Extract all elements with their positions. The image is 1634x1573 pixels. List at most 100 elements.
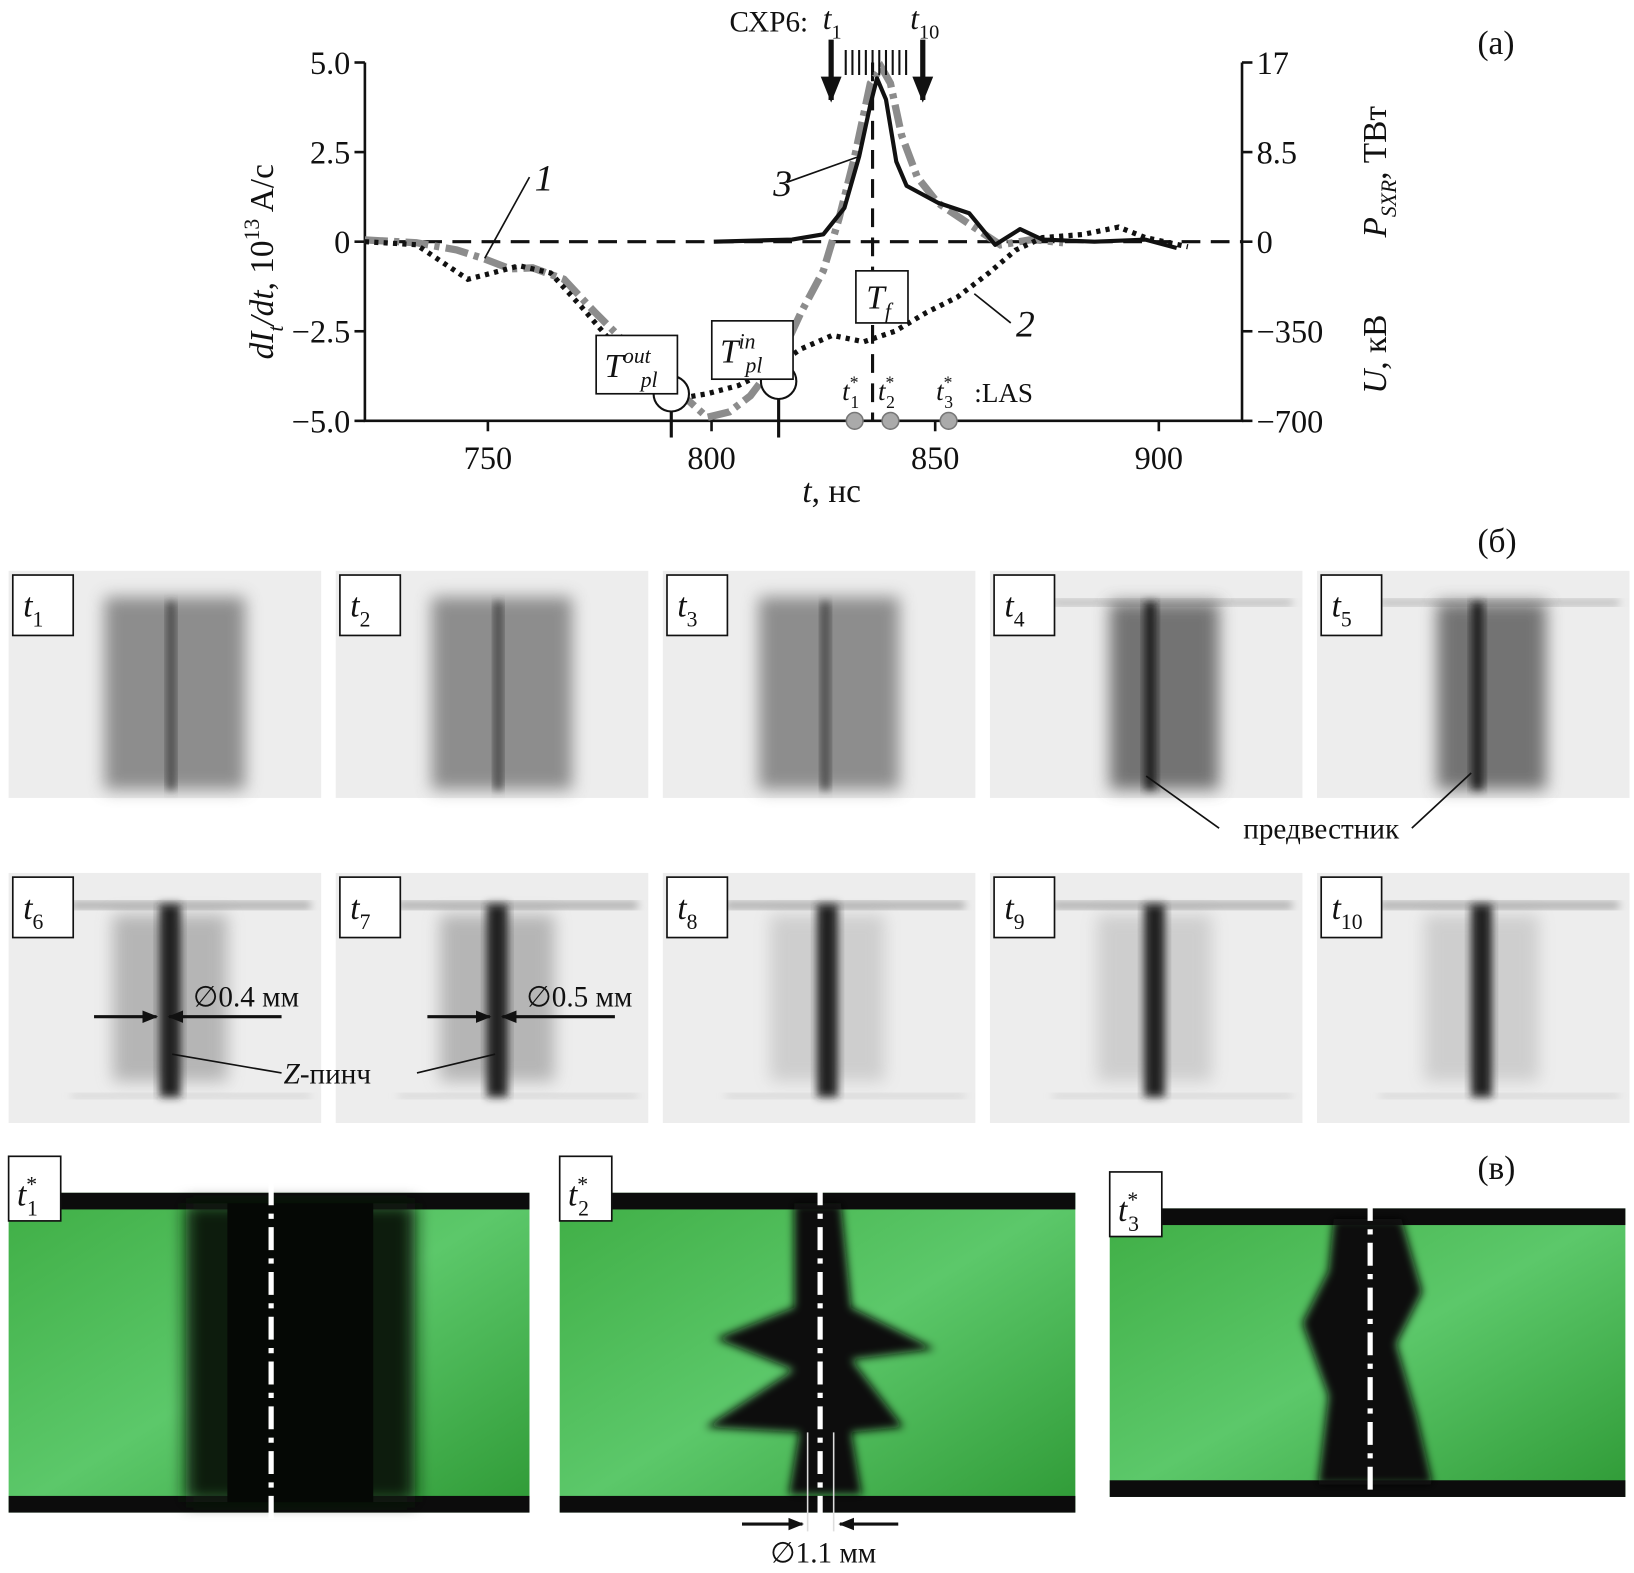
photo-pinch <box>486 904 508 1097</box>
text-run: 3 <box>1128 1212 1139 1236</box>
frame-label-box <box>993 574 1056 637</box>
photo-pinch <box>1144 904 1165 1097</box>
text-run: t <box>802 473 812 510</box>
y-tick-label: −5.0 <box>292 403 351 439</box>
photo-line <box>71 902 311 909</box>
text-run: t <box>23 890 33 927</box>
y2-tick-label: −700 <box>1257 403 1324 439</box>
text-run: t <box>842 376 851 406</box>
las-label: t* 2 <box>878 373 895 413</box>
y2-tick-label: 8.5 <box>1257 135 1297 171</box>
frame-label-box <box>666 574 729 637</box>
text-run: T <box>604 348 625 385</box>
photo-plasma-line <box>166 602 176 790</box>
t-pl-label: Tout pl <box>604 344 657 392</box>
t-pl-box <box>710 320 794 381</box>
text-run: t <box>677 890 687 927</box>
text-run: f <box>885 299 894 323</box>
diameter-label: ∅1.1 мм <box>770 1538 876 1570</box>
y-tick-label: 0 <box>334 224 350 260</box>
text-run: A/c <box>244 164 281 219</box>
text-run: 3 <box>687 608 698 632</box>
frame-label: t1 <box>23 588 43 632</box>
t-f-box <box>855 270 909 324</box>
photo-line <box>71 1093 311 1098</box>
frame-label: t3 <box>677 588 697 632</box>
frame-label: t4 <box>1005 588 1025 632</box>
text-run: 2 <box>886 392 895 412</box>
text-run: * <box>944 373 953 393</box>
text-run: 3 <box>944 392 953 412</box>
frame-label: t6 <box>23 890 43 934</box>
panel-label: (б) <box>1477 523 1516 560</box>
text-run: t <box>264 325 288 332</box>
photo-line <box>1379 1093 1620 1098</box>
curve-label: 2 <box>1016 304 1035 345</box>
text-run: /dt <box>244 290 281 328</box>
text-run: t <box>1118 1192 1128 1229</box>
frame-label-box <box>1108 1171 1163 1238</box>
text-run: , кВ <box>1357 315 1394 370</box>
photo-line <box>1379 902 1620 909</box>
frame-label-box <box>1320 574 1383 637</box>
series-line <box>713 76 1178 251</box>
las-marker <box>881 411 900 430</box>
photo-line <box>398 902 638 909</box>
text-run: 10 <box>919 22 939 44</box>
x-axis-label: t, нс <box>802 473 861 510</box>
text-run: 1 <box>831 22 841 44</box>
text-run: * <box>885 373 894 393</box>
photo-plasma-line <box>821 602 830 790</box>
frame-label-box <box>11 574 75 637</box>
y-tick-label: −2.5 <box>292 314 351 350</box>
text-run: t <box>910 1 920 36</box>
text-run: t <box>350 588 360 625</box>
frame-label: t* 1 <box>17 1172 38 1220</box>
text-run: dI <box>244 330 281 360</box>
text-run: t <box>568 1176 578 1213</box>
frame-label-box <box>993 876 1056 939</box>
text-run: t <box>878 376 887 406</box>
x-tick-label: 900 <box>1135 440 1183 476</box>
frame-label: t5 <box>1332 588 1352 632</box>
x-tick-label: 800 <box>687 440 735 476</box>
frame-label-box <box>1320 876 1383 939</box>
curve-label-leader <box>786 155 860 184</box>
precursor-label: предвестник <box>1243 814 1400 846</box>
cxr6-last: t10 <box>910 1 939 43</box>
y2-tick-label: 0 <box>1257 224 1273 260</box>
text-run: * <box>1127 1188 1138 1212</box>
text-run: pl <box>639 368 658 392</box>
y-axis-label: dIt/dt, 1013 A/c <box>240 164 288 359</box>
text-run: t <box>1332 588 1342 625</box>
text-run: 2 <box>360 608 371 632</box>
y2-tick-label: 17 <box>1257 45 1289 81</box>
text-run: pl <box>744 354 763 378</box>
frame-label-box <box>7 1155 62 1222</box>
text-run: in <box>739 330 756 354</box>
photo-line <box>1052 1093 1293 1098</box>
frame-label-box <box>11 876 75 939</box>
text-run: , 10 <box>244 240 281 290</box>
diameter-label: ∅0.4 мм <box>193 981 299 1013</box>
text-run: 6 <box>32 910 43 934</box>
photo-pinch <box>817 904 838 1097</box>
frame-label: t8 <box>677 890 697 934</box>
y-tick-label: 5.0 <box>310 45 350 81</box>
cxr6-first: t1 <box>823 1 842 43</box>
text-run: P <box>1357 217 1394 238</box>
text-run: * <box>577 1172 588 1196</box>
y-tick-label: 2.5 <box>310 135 350 171</box>
text-run: t <box>1005 588 1015 625</box>
panel-label: (в) <box>1477 1150 1515 1187</box>
photo-line <box>725 902 965 909</box>
text-run: SXR <box>1377 180 1401 217</box>
photo-plasma <box>1436 602 1547 790</box>
frame-label: t2 <box>350 588 370 632</box>
t-pl-label: Tin pl <box>720 330 762 378</box>
text-run: * <box>26 1172 37 1196</box>
photo-line <box>398 1093 638 1098</box>
zpinch-label: Z-пинч <box>284 1058 371 1090</box>
text-run: t <box>17 1176 27 1213</box>
leader <box>172 1053 496 1074</box>
